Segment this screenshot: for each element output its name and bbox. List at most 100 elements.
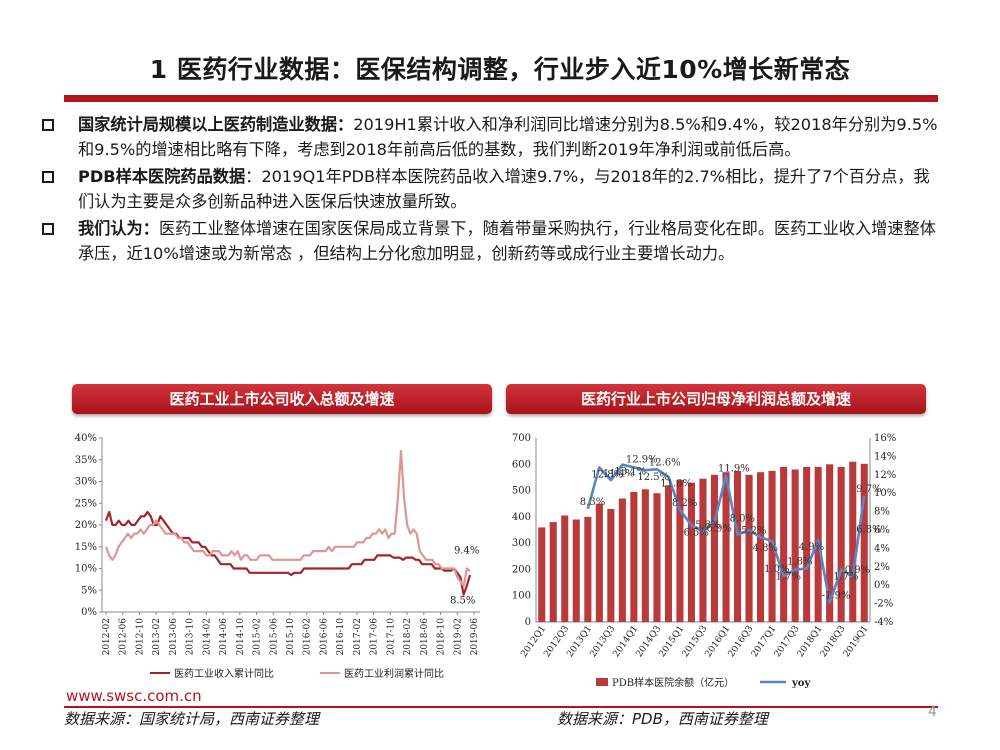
y-left-tick-label: 400 — [512, 512, 531, 523]
bar — [699, 478, 707, 622]
y-right-tick-label: 0% — [874, 580, 890, 591]
y-left-tick-label: 300 — [512, 538, 531, 549]
y-left-tick-label: 700 — [512, 433, 531, 444]
page-title: 1 医药行业数据：医保结构调整，行业步入近10%增长新常态 — [149, 55, 851, 84]
data-label: 12.6% — [649, 457, 681, 468]
x-tick-label: 2017-10 — [386, 618, 396, 656]
bar — [676, 480, 684, 622]
chart2-profit-growth: 0 100 200 300 400 500 600 700 -4% -2% 0% 2% 4% 6% 8% 10… — [512, 433, 896, 689]
page-number: 4 — [928, 704, 937, 720]
square-bullet-icon — [42, 119, 54, 131]
bar — [745, 474, 753, 622]
bullet-item: PDB样本医院药品数据：2019Q1年PDB样本医院药品收入增速9.7%，与20… — [42, 165, 942, 214]
bar — [572, 519, 580, 622]
bar — [538, 527, 546, 622]
data-label: 8.3% — [580, 497, 605, 508]
x-tick-label: 2018-06 — [420, 618, 430, 656]
x-tick-label: 2013-02 — [152, 618, 162, 655]
bar — [549, 522, 557, 622]
bar — [734, 470, 742, 622]
bar — [710, 474, 718, 622]
data-label: 8.0% — [730, 514, 755, 525]
y-tick-label: 5% — [81, 585, 97, 596]
y-right-tick-label: -2% — [874, 599, 893, 610]
x-tick-label: 2012-06 — [119, 618, 129, 656]
bar — [641, 489, 649, 622]
y-tick-label: 10% — [75, 564, 97, 575]
website-url[interactable]: www.swsc.com.cn — [66, 687, 202, 705]
x-tick-label: 2018-02 — [403, 618, 413, 655]
data-label: -1.9% — [822, 591, 851, 602]
bar — [653, 493, 661, 622]
x-tick-label: 2017-06 — [370, 618, 380, 656]
legend-label-bar: PDB样本医院余额（亿元） — [612, 676, 734, 689]
y-tick-label: 0% — [81, 607, 97, 618]
legend-label: 医药工业利润累计同比 — [344, 667, 444, 680]
y-tick-label: 20% — [75, 520, 97, 531]
y-tick-label: 30% — [75, 477, 97, 488]
legend-label-line: yoy — [791, 678, 811, 689]
bullet-text: 医药工业整体增速在国家医保局成立背景下，随着带量采购执行，行业格局变化在即。医药… — [78, 219, 936, 263]
data-label: 1.7% — [776, 572, 801, 583]
x-tick-label: 2014-02 — [202, 618, 212, 655]
bar — [757, 472, 765, 622]
data-label: 4.9% — [799, 542, 824, 553]
legend-swatch-bar — [596, 678, 608, 686]
footer-divider — [64, 706, 938, 708]
x-tick-label: 2012-02 — [102, 618, 112, 655]
x-tick-label: 2015-06 — [269, 618, 279, 656]
data-label: 5.8% — [695, 520, 720, 531]
square-bullet-icon — [42, 223, 54, 235]
data-label: 11.4% — [603, 468, 635, 479]
bar — [768, 470, 776, 622]
y-tick-label: 25% — [75, 498, 97, 509]
chart2-title-chip: 医药行业上市公司归母净利润总额及增速 — [506, 384, 926, 414]
data-label: 5.2% — [741, 525, 766, 536]
bar — [618, 498, 626, 622]
x-tick-label: 2016-02 — [303, 618, 313, 655]
chart1-title-chip: 医药工业上市公司收入总额及增速 — [72, 384, 492, 414]
series-line-2 — [104, 449, 471, 587]
x-tick-label: 2016-10 — [336, 618, 346, 656]
data-label: 11.9% — [718, 464, 750, 475]
bar — [849, 461, 857, 622]
y-right-tick-label: 6% — [874, 525, 890, 536]
y-right-tick-label: 14% — [874, 451, 896, 462]
data-label: 13.1% — [614, 467, 646, 478]
data-label: 1.7% — [833, 572, 858, 583]
bar — [664, 485, 672, 622]
y-left-tick-label: 600 — [512, 459, 531, 470]
bullet-item: 我们认为：医药工业整体增速在国家医保局成立背景下，随着带量采购执行，行业格局变化… — [42, 217, 942, 266]
y-right-tick-label: 4% — [874, 543, 890, 554]
bar — [780, 466, 788, 622]
data-label: 0.9% — [845, 565, 870, 576]
bar — [687, 482, 695, 622]
x-tick-label: 2015-02 — [253, 618, 263, 655]
series-line-1 — [104, 510, 472, 596]
data-label: 6.9% — [707, 524, 732, 535]
legend-label: 医药工业收入累计同比 — [174, 667, 274, 680]
x-tick-label: 2013-10 — [186, 618, 196, 656]
y-tick-label: 35% — [75, 455, 97, 466]
data-label: 9.7% — [856, 484, 881, 495]
bar — [630, 491, 638, 622]
y-left-tick-label: 500 — [512, 486, 531, 497]
x-tick-label: 2017-02 — [353, 618, 363, 655]
data-label: 1.0% — [764, 564, 789, 575]
x-tick-label: 2014-06 — [219, 618, 229, 656]
y-tick-label: 40% — [75, 433, 97, 444]
bar — [826, 464, 834, 622]
bullet-lead: PDB样本医院药品数据 — [78, 167, 246, 186]
data-label: 8.2% — [672, 498, 697, 509]
y-right-tick-label: 10% — [874, 488, 896, 499]
data-label: 6.5% — [684, 527, 709, 538]
y-right-tick-label: 12% — [874, 470, 896, 481]
bar — [837, 466, 845, 622]
bar — [791, 469, 799, 622]
y-left-tick-label: 0 — [525, 617, 531, 628]
bullet-item: 国家统计局规模以上医药制造业数据：2019H1累计收入和净利润同比增速分别为8.… — [42, 113, 942, 162]
data-label-profit-end: 9.4% — [454, 545, 479, 556]
series-line-yoy — [586, 463, 866, 604]
y-tick-label: 15% — [75, 542, 97, 553]
bar — [860, 463, 868, 622]
